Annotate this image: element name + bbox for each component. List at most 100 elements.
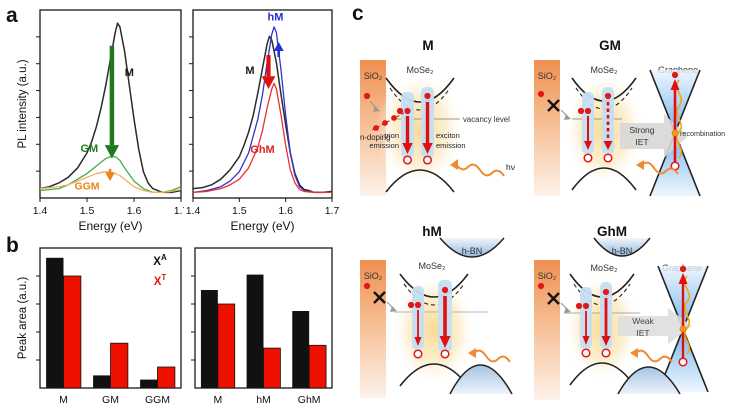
annotation-label-GGM: GGM (74, 181, 99, 193)
electron-dots (575, 288, 610, 310)
sio2-label: SiO₂ (364, 71, 383, 81)
category-label-GGM: GGM (145, 394, 170, 406)
bar-GM-XA (93, 375, 111, 388)
gray-arrowhead-icon (564, 114, 571, 120)
axis-box (39, 9, 182, 199)
electron-dot (679, 265, 687, 273)
bar-M-XT (217, 303, 236, 389)
bar-M-XA (46, 257, 64, 388)
blocked-doping (537, 90, 571, 120)
trion-emission-arrow-weak (584, 116, 592, 150)
photon-wavy-line (675, 79, 683, 159)
x-tick-label: 1.6 (127, 205, 142, 217)
sio2-label: SiO₂ (538, 271, 557, 281)
x-tick-label: 1.4 (33, 205, 48, 217)
hbn-valence-dome-curve (449, 364, 513, 395)
hbn-label: h-BN (462, 246, 483, 256)
annotation-arrowhead (105, 172, 115, 182)
y-axis-label: Peak area (a.u.) (17, 277, 29, 360)
diagram-hm: hM h-BN SiO₂ MoSe₂ (360, 224, 513, 398)
pl-spectrum-right-chart: 1.4 1.5 1.6 1.7 Energy (eV) hM M GhM (186, 9, 339, 233)
bar-hM-XA (246, 274, 264, 388)
exciton-emission-arrow-dotted (603, 102, 613, 150)
band-glow (376, 72, 464, 188)
exciton-emission-label-2: emission (436, 141, 466, 150)
blocked-doping (537, 282, 571, 313)
strong-iet-arrow (620, 114, 688, 158)
blocked-transfer-x-icon (547, 292, 560, 305)
hbn-band-curve (593, 237, 651, 257)
exciton-emission-arrow-strong (439, 296, 451, 348)
diagram-gm-title: GM (599, 38, 621, 53)
annotation-label-M: M (125, 67, 134, 79)
x-axis-label: Energy (eV) (78, 219, 142, 233)
graphene-recombination-arrow (678, 265, 691, 367)
weak-iet-label-1: Weak (632, 316, 654, 326)
gray-arrowhead-icon (373, 106, 380, 112)
hbn-label: h-BN (612, 246, 633, 256)
exciton-emission-arrow (601, 298, 611, 346)
diagram-ghm: GhM h-BN SiO₂ MoSe₂ Graphene Weak IET (534, 224, 709, 400)
strong-iet-label-2: IET (635, 137, 648, 147)
electron-dot (671, 71, 679, 79)
blocked-transfer-x-icon (547, 99, 560, 112)
diagram-m: M SiO₂ MoSe₂ vacancy level n-doping trio… (360, 38, 515, 196)
sio2-substrate (534, 260, 560, 400)
x-tick-label: 1.7 (174, 205, 184, 217)
recombination-point (671, 129, 679, 137)
valence-band (385, 169, 455, 193)
diagram-m-title: M (422, 38, 433, 53)
category-label-GhM: GhM (298, 394, 321, 406)
hole-circle (583, 153, 593, 163)
weak-iet-label-2: IET (636, 328, 649, 338)
category-label-hM: hM (256, 394, 271, 406)
hole-circle (581, 348, 591, 358)
annotation-label-GM: GM (80, 143, 98, 155)
category-label-GM: GM (102, 394, 119, 406)
electron-dots (396, 92, 431, 115)
mose2-label: MoSe₂ (418, 261, 446, 271)
trion-emission-arrow-weak (414, 310, 422, 346)
annotation-arrowhead (104, 145, 120, 159)
x-axis-label: Energy (eV) (230, 219, 294, 233)
hole-circle (402, 155, 413, 165)
axis-box (192, 9, 333, 199)
photon-wavy-arrow (468, 348, 511, 363)
bar-legend: XA XT (141, 250, 179, 290)
series-hM (192, 26, 332, 194)
doped-band-dashed (403, 283, 465, 306)
legend-trion: XT (153, 272, 167, 288)
annotation-label-M: M (245, 65, 254, 77)
hole-circle (601, 348, 611, 358)
hbn-band-curve (439, 237, 505, 258)
photon-wavy-arrow (450, 159, 505, 177)
hole-circle (678, 357, 688, 367)
annotation-arrowhead (273, 41, 284, 51)
peak-area-left-chart: Peak area (a.u.) M GM GGM (17, 247, 182, 406)
bar-GhM-XT (308, 344, 327, 389)
trion-emission-label-1: trion (384, 131, 399, 140)
electron-dots (577, 92, 612, 115)
photon-wavy-arrow (630, 348, 673, 363)
bar-GGM-XT (157, 366, 176, 389)
valence-band (569, 362, 635, 386)
hole-circle (603, 153, 613, 163)
category-label-M: M (59, 394, 68, 406)
diagram-hm-title: hM (422, 224, 442, 239)
exciton-emission-arrow (422, 102, 433, 154)
trion-emission-label-2: emission (369, 141, 399, 150)
electron-dots (407, 286, 449, 309)
photon-wavy-line (683, 275, 691, 355)
x-tick-label: 1.4 (186, 205, 200, 217)
mose2-label: MoSe₂ (406, 65, 434, 75)
hole-circle (422, 155, 433, 165)
vacancy-level-label: vacancy level (463, 115, 510, 124)
photon-wavy-arrow (636, 160, 679, 175)
trion-emission-arrow-weak (582, 311, 590, 345)
annotation-label-GhM: GhM (250, 144, 274, 156)
annotation-arrowhead (261, 76, 276, 89)
x-tick-label: 1.6 (278, 205, 293, 217)
gray-arrowhead-icon (390, 306, 397, 312)
diagram-ghm-title: GhM (597, 224, 627, 239)
